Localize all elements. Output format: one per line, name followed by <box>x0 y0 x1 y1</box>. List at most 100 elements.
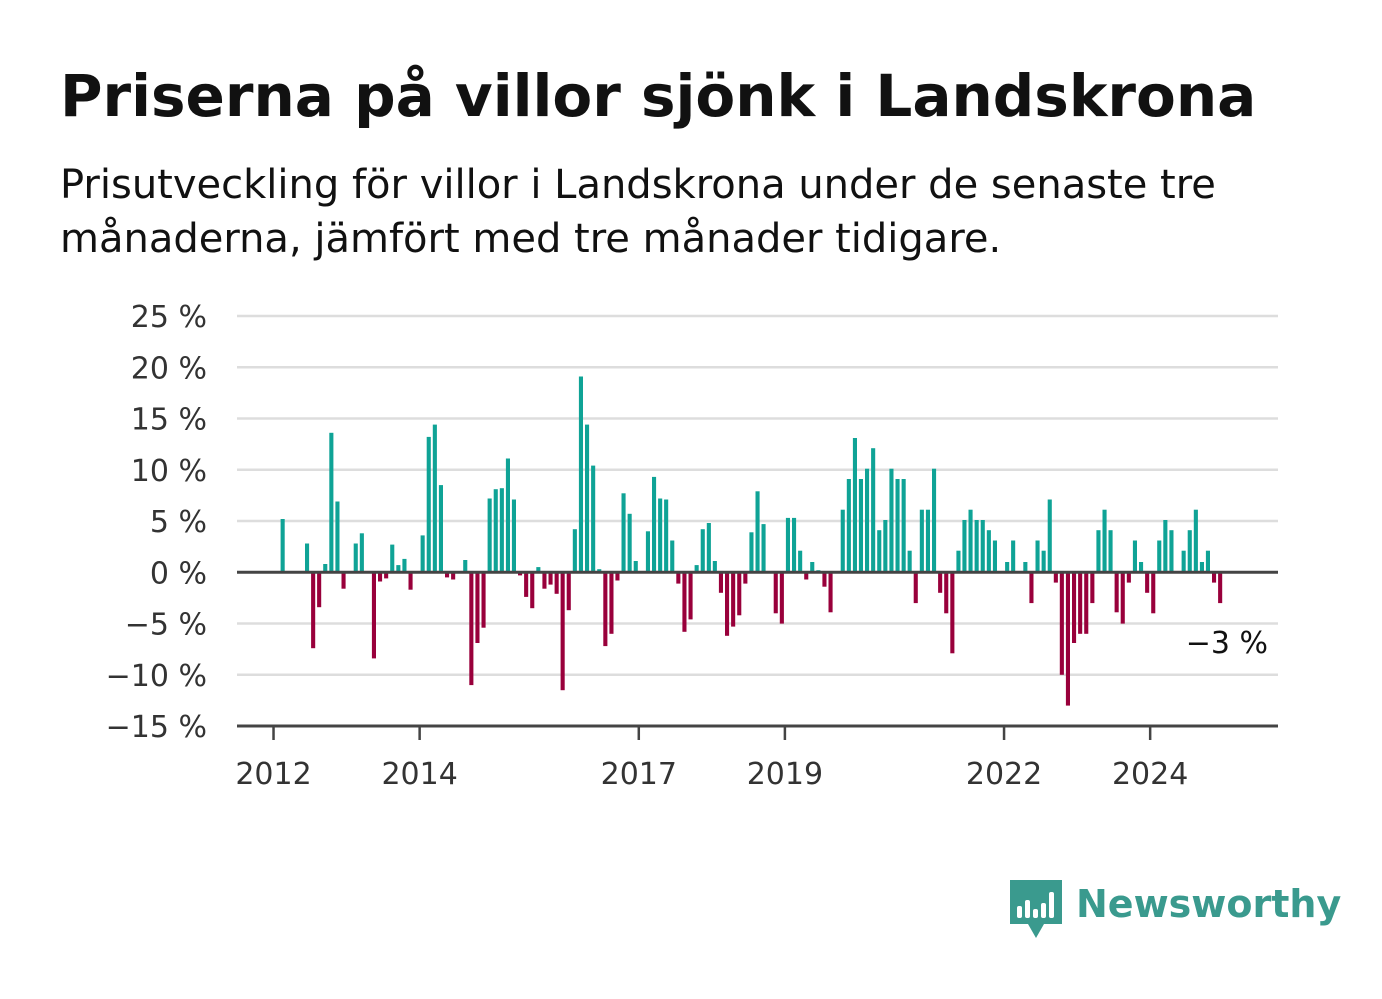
bar <box>938 572 943 593</box>
bar <box>962 520 967 573</box>
bar <box>877 530 882 573</box>
bar <box>317 572 322 608</box>
bar <box>554 572 559 594</box>
bar <box>1187 530 1192 573</box>
x-tick-label: 2022 <box>966 757 1042 792</box>
bar <box>712 561 717 573</box>
bar <box>1151 572 1156 614</box>
newsworthy-logo-text: Newsworthy <box>1076 882 1342 926</box>
bar <box>986 530 991 573</box>
bar <box>676 572 681 584</box>
bar <box>560 572 565 691</box>
x-tick-label: 2019 <box>747 757 823 792</box>
bar <box>609 572 614 634</box>
bar <box>341 572 346 589</box>
bar <box>974 520 979 573</box>
bar <box>895 479 900 573</box>
bar <box>773 572 778 614</box>
bar <box>694 565 699 573</box>
bar <box>524 572 529 597</box>
bar <box>481 572 486 628</box>
bar <box>761 524 766 573</box>
bar <box>371 572 376 659</box>
bar <box>396 565 401 573</box>
bar <box>518 572 523 576</box>
y-tick-label: 10 % <box>131 454 207 489</box>
bar <box>566 572 571 611</box>
y-tick-label: −10 % <box>106 659 207 694</box>
bar <box>645 531 650 573</box>
bar <box>359 533 364 573</box>
bar <box>1139 562 1144 573</box>
chart-title: Priserna på villor sjönk i Landskrona <box>60 62 1257 130</box>
bar <box>664 499 669 573</box>
bar <box>1193 509 1198 573</box>
bar <box>1157 540 1162 573</box>
bar <box>311 572 316 649</box>
bar <box>353 543 358 573</box>
bar <box>475 572 480 643</box>
bar <box>1011 540 1016 573</box>
y-tick-label: 0 % <box>150 556 207 591</box>
bar <box>585 424 590 573</box>
bar <box>1120 572 1125 624</box>
bar <box>792 517 797 573</box>
bar <box>1078 572 1083 634</box>
x-tick-label: 2012 <box>235 757 311 792</box>
bar <box>1169 530 1174 573</box>
bar <box>992 540 997 573</box>
bar <box>323 564 328 573</box>
y-tick-label: 20 % <box>131 351 207 386</box>
bar <box>1102 509 1107 573</box>
bar <box>858 479 863 573</box>
x-tick-label: 2024 <box>1112 757 1188 792</box>
bar <box>980 520 985 573</box>
bar <box>578 376 583 573</box>
bar <box>658 498 663 573</box>
bar <box>1218 572 1223 604</box>
tick-labels: 25 % 20 % 15 % 10 % 5 % 0 % −5 % −10 % −15 % 2012… <box>106 300 1268 792</box>
bar <box>852 438 857 573</box>
bar <box>1041 550 1046 573</box>
bar <box>688 572 693 620</box>
bar <box>1035 540 1040 573</box>
bar <box>804 572 809 580</box>
bar <box>907 550 912 573</box>
bar <box>445 572 450 578</box>
bar <box>913 572 918 604</box>
bar <box>1072 572 1077 643</box>
bar <box>1132 540 1137 573</box>
bar <box>329 432 334 573</box>
bars <box>280 376 1223 706</box>
x-tick-label: 2017 <box>601 757 677 792</box>
bar <box>591 465 596 573</box>
bar <box>280 519 285 573</box>
bar <box>305 543 310 573</box>
bar <box>828 572 833 613</box>
bar <box>451 572 456 580</box>
bar <box>1053 572 1058 583</box>
y-tick-label: 25 % <box>131 300 207 335</box>
bar <box>670 540 675 573</box>
bar <box>621 493 626 573</box>
bar <box>919 509 924 573</box>
bar <box>487 498 492 573</box>
bar <box>530 572 535 609</box>
y-tick-label: −5 % <box>125 608 207 643</box>
bar <box>700 529 705 573</box>
newsworthy-logo-icon <box>1010 880 1062 938</box>
bar <box>499 488 504 573</box>
bar <box>1096 530 1101 573</box>
bar <box>426 436 431 573</box>
bar <box>1023 562 1028 573</box>
bar <box>865 468 870 573</box>
last-value-label: −3 % <box>1186 626 1268 661</box>
bar <box>1145 572 1150 593</box>
bar <box>390 544 395 573</box>
bar <box>743 572 748 584</box>
bar <box>950 572 955 654</box>
axes <box>237 570 1278 740</box>
bar <box>932 468 937 573</box>
bar <box>810 562 815 573</box>
